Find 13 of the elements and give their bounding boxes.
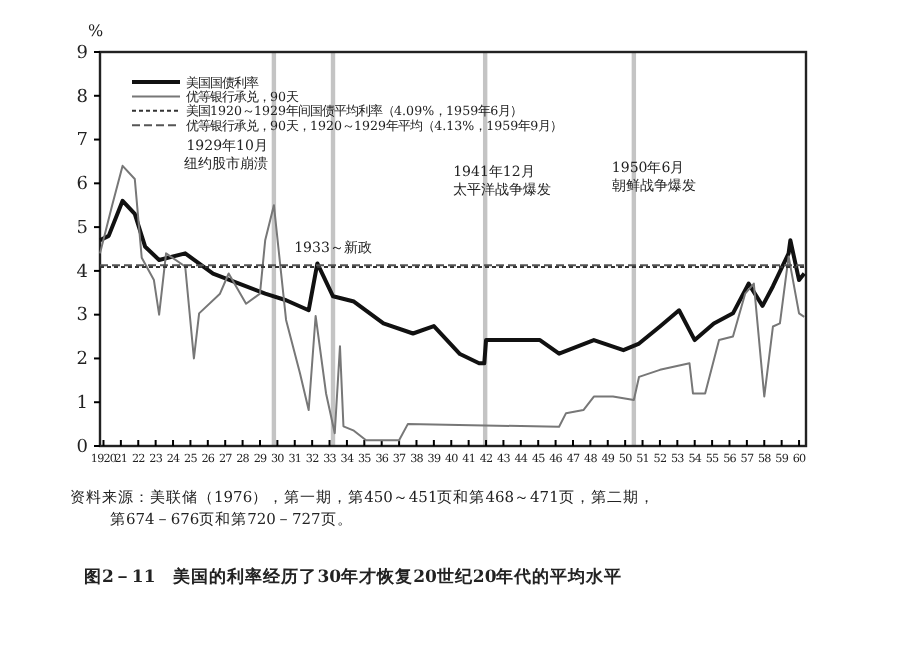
text: 图2－11 美国的利率经历了30年才恢复20世纪20年代的平均水平 <box>84 566 623 588</box>
y-tick-label: 6 <box>76 175 89 196</box>
y-tick-label: 0 <box>76 437 89 458</box>
y-tick-label: 3 <box>76 306 89 327</box>
line-series <box>98 198 807 366</box>
y-tick-label: 4 <box>76 262 89 283</box>
y-tick-label: 5 <box>76 218 89 239</box>
y-tick-label: 7 <box>76 131 89 152</box>
y-tick-label: 9 <box>76 43 89 64</box>
y-tick-label: 8 <box>76 87 89 108</box>
y-tick-label: 1 <box>76 393 88 414</box>
y-axis-title: % <box>88 22 104 40</box>
y-tick-label: 2 <box>76 350 88 371</box>
